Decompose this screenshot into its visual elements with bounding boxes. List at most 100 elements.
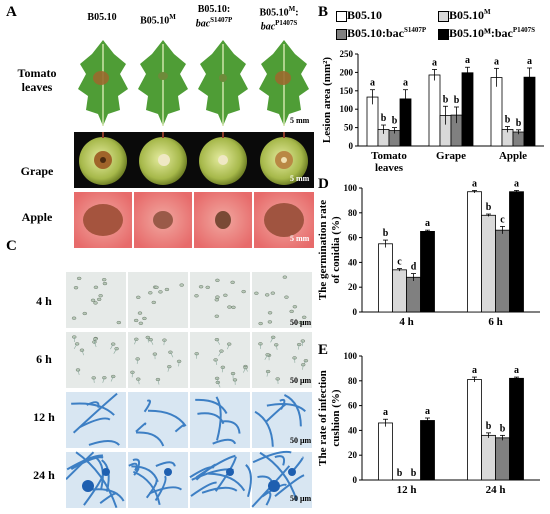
conidium bbox=[215, 278, 220, 282]
hypha bbox=[254, 410, 274, 447]
germ-tube bbox=[170, 352, 174, 358]
bar bbox=[428, 74, 441, 147]
hypha bbox=[155, 461, 176, 467]
row-label-apple: Apple bbox=[21, 210, 53, 224]
significance-letter: b bbox=[486, 421, 492, 432]
germ-tube bbox=[136, 358, 138, 364]
hypha bbox=[75, 451, 118, 509]
hypha bbox=[174, 423, 186, 433]
conidium bbox=[214, 376, 220, 381]
micrograph-tile bbox=[190, 452, 250, 508]
micrograph-tile bbox=[128, 272, 188, 328]
conidium bbox=[215, 295, 220, 299]
y-axis-label: cushion (%) bbox=[330, 389, 342, 446]
germ-tube bbox=[110, 376, 114, 382]
significance-letter: b bbox=[486, 202, 492, 213]
conidium bbox=[231, 305, 236, 309]
legend-swatch bbox=[336, 10, 347, 22]
significance-letter: a bbox=[527, 56, 532, 67]
hypha bbox=[189, 466, 215, 479]
y-tick-label: 100 bbox=[344, 351, 358, 361]
conidium bbox=[258, 321, 263, 326]
germ-tube bbox=[270, 337, 274, 343]
legend-item-wt: B05.10 bbox=[336, 8, 382, 23]
legend-swatch bbox=[438, 28, 449, 40]
germ-tube bbox=[77, 369, 80, 376]
conidium bbox=[284, 295, 289, 299]
chart-germination: 0 20 40 60 80 100 The germination rate of conid… bbox=[317, 178, 540, 328]
hypha bbox=[72, 392, 118, 434]
germ-tube bbox=[147, 337, 149, 343]
conidium bbox=[154, 285, 159, 289]
conidium bbox=[205, 285, 210, 290]
micrograph-tile bbox=[252, 392, 312, 448]
micrograph-tile bbox=[66, 452, 126, 508]
germ-tube bbox=[266, 371, 269, 377]
hypha bbox=[94, 456, 104, 490]
hypha bbox=[266, 403, 306, 413]
germ-tube bbox=[110, 343, 114, 350]
conidium bbox=[289, 309, 294, 314]
hypha bbox=[208, 472, 246, 492]
bar bbox=[461, 72, 474, 147]
germ-tube bbox=[264, 354, 268, 360]
significance-letter: b bbox=[411, 468, 417, 479]
germ-tube bbox=[73, 343, 78, 350]
conidium bbox=[90, 298, 96, 302]
hypha bbox=[133, 467, 140, 476]
germ-tube bbox=[93, 377, 95, 383]
scale-bar-tomato: 5 mm bbox=[290, 116, 310, 125]
conidium bbox=[79, 348, 85, 352]
conidium bbox=[241, 289, 246, 294]
significance-letter: a bbox=[403, 78, 408, 89]
y-tick-label: 0 bbox=[353, 307, 358, 317]
x-tick-label: Grape bbox=[436, 150, 466, 162]
hypha bbox=[221, 420, 241, 434]
conidium bbox=[133, 318, 139, 323]
conidium bbox=[93, 301, 98, 305]
conidium bbox=[98, 294, 103, 298]
conidium bbox=[223, 293, 228, 297]
y-tick-label: 150 bbox=[340, 86, 354, 96]
conidium bbox=[167, 365, 172, 369]
conidium bbox=[142, 316, 147, 321]
row-label-24h: 24 h bbox=[33, 468, 55, 482]
scale-bar-6h: 50 μm bbox=[290, 376, 312, 385]
significance-letter: a bbox=[472, 178, 477, 189]
hypha bbox=[143, 399, 151, 413]
x-tick-label: Apple bbox=[499, 150, 527, 162]
legend-item-s1407p: B05.10:bacS1407P bbox=[336, 26, 426, 41]
conidium bbox=[102, 376, 107, 380]
conidium bbox=[110, 342, 116, 346]
significance-letter: b bbox=[443, 94, 449, 105]
infection-cushion bbox=[164, 468, 172, 476]
bar bbox=[509, 377, 524, 481]
chart-infection-cushion: 0 20 40 60 80 100 The rate of infection cushion… bbox=[317, 351, 540, 496]
conidium bbox=[219, 349, 224, 353]
conidium bbox=[254, 291, 259, 295]
infection-cushion bbox=[226, 468, 234, 476]
conidium bbox=[168, 350, 173, 354]
bar bbox=[392, 269, 407, 313]
conidium bbox=[213, 358, 218, 362]
significance-letter: b bbox=[505, 114, 511, 125]
row-label-6h: 6 h bbox=[36, 352, 52, 366]
germ-tube bbox=[137, 379, 140, 385]
germ-tube bbox=[218, 350, 222, 357]
germ-tube bbox=[275, 344, 278, 350]
germ-tube bbox=[150, 339, 154, 345]
hypha bbox=[190, 481, 217, 497]
panel-label-b: B bbox=[318, 4, 329, 20]
germ-tube bbox=[302, 364, 304, 370]
hypha bbox=[265, 403, 287, 422]
col-header-m: B05.10M bbox=[140, 13, 176, 27]
bar bbox=[378, 243, 393, 313]
significance-letter: b bbox=[397, 468, 403, 479]
panel-c-micrographs bbox=[66, 272, 312, 509]
y-axis-label: The rate of infection bbox=[317, 370, 329, 466]
bar bbox=[509, 191, 524, 313]
panel-label-e: E bbox=[318, 342, 329, 358]
conidium bbox=[82, 311, 88, 316]
significance-letter: b bbox=[381, 113, 387, 124]
micrograph-tile bbox=[190, 332, 250, 388]
